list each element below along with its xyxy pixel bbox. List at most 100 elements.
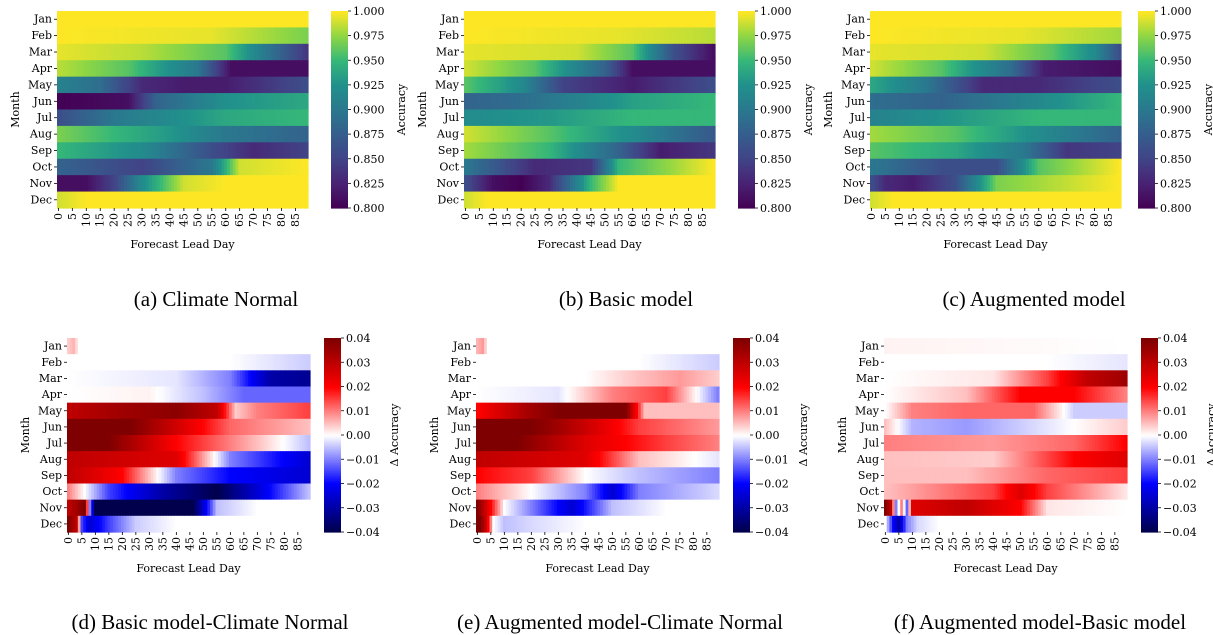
x-tick-label: 20 <box>108 213 121 227</box>
x-tick-label: 55 <box>612 213 625 227</box>
heatmap-row-jul <box>870 110 1122 127</box>
y-tick-label: Oct <box>845 160 865 173</box>
colorbar-tick-label: 0.875 <box>1160 128 1192 141</box>
x-tick-label: 40 <box>570 213 583 227</box>
y-tick-label: Mar <box>436 46 460 59</box>
x-tick-label: 15 <box>94 213 107 227</box>
colorbar-tick-label: 0.900 <box>1160 104 1192 117</box>
heatmap-cell <box>712 27 715 44</box>
heatmap-row-jun <box>464 93 716 110</box>
x-tick-label: 5 <box>66 213 79 220</box>
y-tick-label: Jul <box>36 111 52 124</box>
y-tick-label: Jan <box>846 13 865 26</box>
heatmap-cell <box>305 126 308 143</box>
x-tick-label: 10 <box>80 213 93 227</box>
heatmap-cell <box>1118 27 1121 44</box>
heatmap-cell <box>307 419 310 436</box>
heatmap-row-sep <box>67 467 311 484</box>
y-axis-label: Month <box>822 91 835 127</box>
x-tick-label: 75 <box>668 213 681 227</box>
heatmap-cell <box>305 27 308 44</box>
colorbar-tick-label: 0.800 <box>353 202 385 215</box>
heatmap-row-nov <box>464 175 716 192</box>
heatmap-cell <box>712 175 715 192</box>
x-tick-label: 0 <box>865 213 878 220</box>
heatmap-row-may <box>870 77 1122 94</box>
x-tick-label: 85 <box>696 213 709 227</box>
heatmap-row-may <box>67 403 311 420</box>
heatmap-cell <box>1118 110 1121 127</box>
y-tick-label: Jul <box>849 111 865 124</box>
heatmap-cell <box>307 516 310 533</box>
heatmap-row-may <box>464 77 716 94</box>
x-tick-label: 50 <box>598 213 611 227</box>
y-tick-label: Sep <box>31 144 52 157</box>
heatmap-cell <box>712 93 715 110</box>
heatmap-row-feb <box>57 27 309 44</box>
colorbar-band <box>331 11 348 13</box>
heatmap-cell <box>712 192 715 209</box>
heatmap-row-jul <box>67 435 311 452</box>
heatmap-cell <box>1118 11 1121 28</box>
colorbar-tick-label: 0.975 <box>760 30 792 43</box>
y-tick-label: Dec <box>31 193 53 206</box>
y-tick-label: Jun <box>439 95 459 108</box>
y-tick-label: Mar <box>842 46 866 59</box>
y-tick-label: Dec <box>438 193 460 206</box>
heatmap-row-apr <box>67 387 311 404</box>
colorbar-tick-label: 0.825 <box>353 177 385 190</box>
heatmap-row-dec <box>57 192 309 209</box>
x-tick-label: 25 <box>529 213 542 227</box>
x-tick-label: 30 <box>543 213 556 227</box>
colorbar-band <box>1138 11 1155 13</box>
heatmap-row-aug <box>464 126 716 143</box>
heatmap-cell <box>712 44 715 61</box>
heatmap-row-dec <box>464 192 716 209</box>
y-tick-label: Aug <box>39 453 62 466</box>
colorbar-label: Accuracy <box>1202 83 1213 136</box>
heatmap-cell <box>307 338 310 355</box>
colorbar-tick-label: 0.950 <box>760 54 792 67</box>
heatmap-row-apr <box>57 60 309 77</box>
x-tick-label: 35 <box>557 213 570 227</box>
heatmap-cell <box>305 11 308 28</box>
colorbar-tick-label: 0.850 <box>760 153 792 166</box>
x-tick-label: 65 <box>1046 213 1059 227</box>
heatmap-row-sep <box>870 142 1122 159</box>
heatmap-cell <box>1118 93 1121 110</box>
y-tick-label: Oct <box>42 485 62 498</box>
heatmap-row-oct <box>57 159 309 176</box>
y-tick-label: Mar <box>29 46 53 59</box>
heatmap-row-jan <box>870 11 1122 28</box>
y-tick-label: Feb <box>438 29 459 42</box>
heatmap-cell <box>1118 192 1121 209</box>
x-tick-label: 10 <box>893 213 906 227</box>
x-tick-label: 0 <box>459 213 472 220</box>
x-tick-label: 70 <box>1060 213 1073 227</box>
y-tick-label: Apr <box>41 388 63 401</box>
x-tick-label: 15 <box>907 213 920 227</box>
y-axis-label: Month <box>9 91 22 127</box>
y-tick-label: Nov <box>437 177 460 190</box>
heatmap-cell <box>712 11 715 28</box>
x-tick-label: 35 <box>150 213 163 227</box>
heatmap-row-sep <box>57 142 309 159</box>
x-axis-label: Forecast Lead Day <box>130 238 235 251</box>
x-tick-label: 80 <box>275 213 288 227</box>
x-tick-label: 20 <box>921 213 934 227</box>
colorbar-tick-label: 0.950 <box>353 54 385 67</box>
colorbar-tick-label: 0.925 <box>760 79 792 92</box>
x-tick-label: 45 <box>990 213 1003 227</box>
heatmap-row-oct <box>464 159 716 176</box>
heatmap-cell <box>712 126 715 143</box>
heatmap-cell <box>307 484 310 501</box>
x-tick-label: 30 <box>949 213 962 227</box>
colorbar-tick-label: 0.925 <box>353 79 385 92</box>
heatmap-row-jan <box>57 11 309 28</box>
heatmap-row-apr <box>870 60 1122 77</box>
colorbar-tick-label: 1.000 <box>1160 5 1192 18</box>
y-tick-label: Apr <box>844 62 866 75</box>
y-tick-label: May <box>28 78 53 91</box>
colorbar-band <box>738 11 755 13</box>
